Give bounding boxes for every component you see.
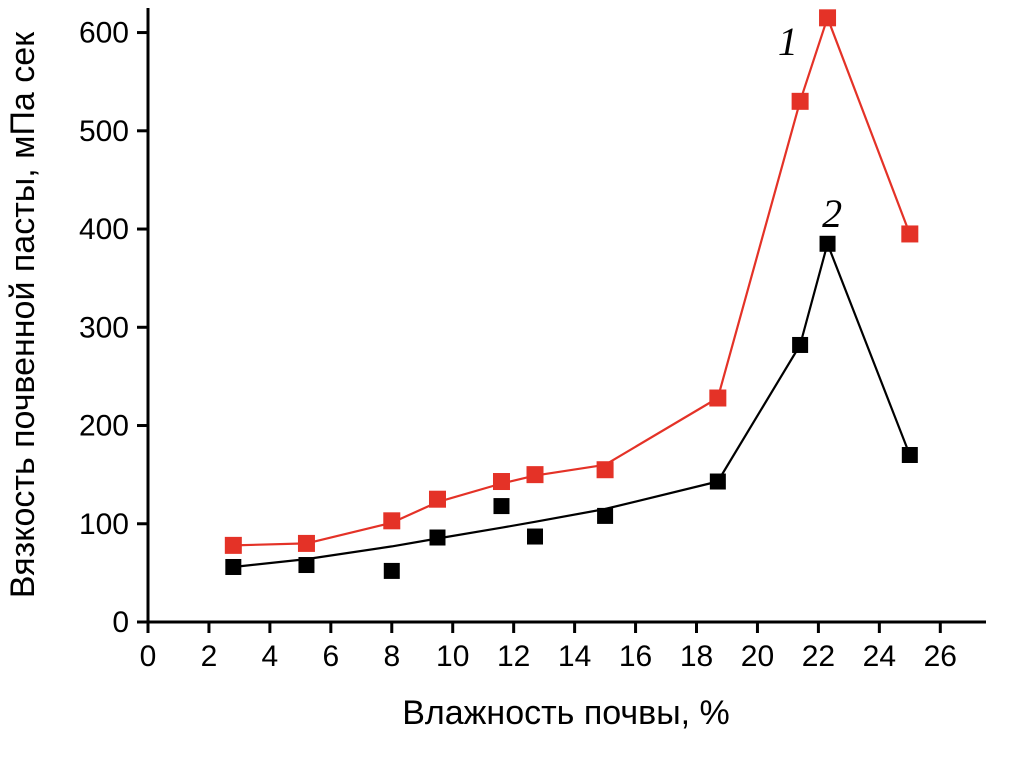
series-1-marker: [297, 534, 315, 552]
series-2-line: [233, 242, 911, 569]
x-tick-label: 26: [924, 640, 957, 673]
series-1-marker: [224, 536, 242, 554]
series-2-marker: [298, 557, 315, 574]
x-tick-label: 2: [201, 640, 218, 673]
y-axis-title: Вязкость почвенной пасты, мПа сек: [4, 31, 42, 598]
x-tick-label: 18: [680, 640, 713, 673]
x-tick-label: 20: [741, 640, 774, 673]
series-2-marker: [819, 235, 836, 252]
y-tick-label: 400: [79, 213, 129, 246]
x-tick-label: 4: [262, 640, 279, 673]
series-2-marker: [429, 529, 446, 546]
y-tick-label: 600: [79, 17, 129, 50]
series-1-marker: [819, 9, 837, 27]
x-axis-title: Влажность почвы, %: [402, 694, 730, 732]
series-1-marker: [791, 92, 809, 110]
x-tick-label: 24: [863, 640, 896, 673]
x-tick-label: 0: [140, 640, 157, 673]
axes-layer: 0 2 4 6 8 10 12 14 16 18 20 22 24 2601002003004005006…: [79, 8, 986, 673]
y-tick-label: 200: [79, 410, 129, 443]
series-1-marker: [596, 461, 614, 479]
series-2-marker: [792, 336, 809, 353]
series-1-annotation: 1: [778, 19, 798, 64]
x-tick-label: 22: [802, 640, 835, 673]
x-tick-label: 10: [436, 640, 469, 673]
series-1-marker: [492, 473, 510, 491]
series-2-marker: [709, 473, 726, 490]
y-tick-label: 0: [112, 606, 129, 639]
series-2-marker: [225, 558, 242, 575]
y-tick-label: 100: [79, 508, 129, 541]
series-1-marker: [709, 389, 727, 407]
series-1-marker: [383, 512, 401, 530]
y-tick-label: 500: [79, 115, 129, 148]
x-tick-label: 14: [558, 640, 591, 673]
series-2-marker: [493, 498, 510, 515]
series-layer: [224, 9, 919, 579]
series-2-annotation: 2: [822, 191, 842, 236]
series-2-marker: [527, 528, 544, 545]
series-1-marker: [526, 466, 544, 484]
y-tick-label: 300: [79, 311, 129, 344]
x-tick-label: 12: [497, 640, 530, 673]
series-2-marker: [901, 446, 918, 463]
x-tick-label: 16: [619, 640, 652, 673]
x-tick-label: 6: [322, 640, 339, 673]
series-1-marker: [428, 490, 446, 508]
x-tick-label: 8: [383, 640, 400, 673]
series-1-marker: [901, 225, 919, 243]
series-2-marker: [597, 507, 614, 524]
series-2-marker: [383, 562, 400, 579]
